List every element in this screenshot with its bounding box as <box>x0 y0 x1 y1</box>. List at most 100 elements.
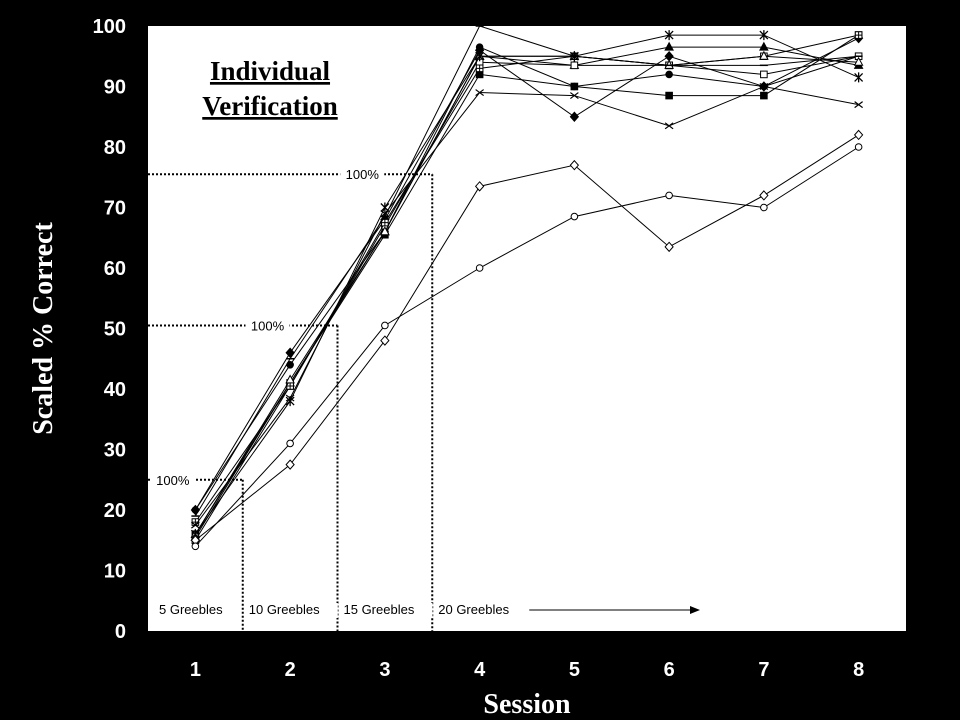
data-point <box>760 91 768 100</box>
data-point <box>285 459 295 470</box>
y-tick-label: 60 <box>104 258 126 280</box>
phase-labels: 5 Greebles 10 Greebles 15 Greebles 20 Greeb… <box>156 602 526 618</box>
data-point <box>570 82 579 91</box>
x-tick-label: 8 <box>853 659 864 681</box>
data-point <box>285 374 295 384</box>
data-point <box>854 101 863 109</box>
x-axis-title: Session <box>483 689 571 720</box>
y-tick-label: 70 <box>104 198 126 220</box>
data-point <box>569 159 580 171</box>
data-point <box>759 50 769 60</box>
data-point <box>665 91 673 100</box>
data-point <box>286 439 294 448</box>
x-tick-label: 2 <box>285 659 296 681</box>
series-12 <box>191 143 863 551</box>
criterion-label-bg <box>340 166 385 183</box>
series-line <box>195 134 859 541</box>
phase-label: 20 Greebles <box>438 602 509 617</box>
data-point <box>570 212 579 221</box>
data-point <box>664 30 674 41</box>
series-line <box>194 46 859 511</box>
data-point <box>380 226 390 236</box>
data-point <box>664 241 674 253</box>
series-line <box>194 85 859 526</box>
data-point <box>759 83 769 90</box>
x-tick-label: 5 <box>569 659 580 681</box>
data-point <box>191 521 200 529</box>
y-axis-ticks: 0 10 20 30 40 50 60 70 80 90 100 <box>93 16 126 643</box>
data-point <box>664 122 674 130</box>
data-point <box>854 143 863 151</box>
y-tick-label: 30 <box>104 440 126 462</box>
y-axis-title: Scaled % Correct <box>28 222 59 435</box>
x-tick-label: 4 <box>474 659 486 681</box>
criterion-label: 100% <box>251 318 285 333</box>
data-point <box>475 51 485 62</box>
series-8 <box>190 30 864 540</box>
y-tick-label: 0 <box>115 621 126 643</box>
series-10 <box>191 25 863 517</box>
series-line <box>194 34 859 535</box>
x-tick-label: 1 <box>190 659 201 681</box>
data-point <box>760 70 768 79</box>
data-point <box>570 92 579 100</box>
series-line <box>194 37 859 511</box>
data-point <box>665 191 673 200</box>
x-axis-ticks: 1 2 3 4 5 6 7 8 <box>190 659 864 681</box>
phase-label-bg <box>156 603 240 618</box>
data-point <box>853 56 864 66</box>
data-point <box>759 190 769 201</box>
phase-arrow-head <box>690 606 700 614</box>
series-line <box>195 146 859 547</box>
phase-label: 15 Greebles <box>344 602 415 617</box>
y-tick-label: 80 <box>104 137 126 159</box>
data-point <box>285 394 295 402</box>
phase-label-bg <box>245 603 338 618</box>
phase-label: 5 Greebles <box>159 602 223 617</box>
data-point <box>854 72 864 83</box>
series-11 <box>190 129 864 546</box>
y-tick-label: 50 <box>104 319 126 341</box>
data-point <box>475 64 484 73</box>
data-point <box>664 41 674 51</box>
phase-label-bg <box>435 603 526 618</box>
x-tick-label: 3 <box>379 659 390 681</box>
y-tick-label: 20 <box>104 500 126 522</box>
data-point <box>191 542 200 551</box>
data-point <box>759 30 769 41</box>
data-point <box>759 41 769 51</box>
series-group <box>190 25 864 551</box>
series-line <box>194 46 859 538</box>
data-point <box>381 321 389 330</box>
x-tick-label: 7 <box>758 659 769 681</box>
data-point <box>381 218 389 227</box>
data-point <box>760 203 768 212</box>
data-point <box>475 43 484 51</box>
criterion-lines: 100% 100% 100% <box>148 166 434 631</box>
data-point <box>665 70 673 79</box>
data-point <box>474 181 485 192</box>
phase-label-bg <box>340 603 433 618</box>
data-point <box>475 89 484 97</box>
criterion-label: 100% <box>346 167 380 182</box>
chart-title-line-1: Individual <box>210 56 331 86</box>
y-tick-label: 100 <box>93 16 126 38</box>
phase-label: 10 Greebles <box>249 602 320 617</box>
criterion-label: 100% <box>156 473 190 488</box>
series-line <box>194 25 859 517</box>
data-point <box>569 111 580 123</box>
y-tick-label: 90 <box>104 77 126 99</box>
y-tick-label: 40 <box>104 379 126 401</box>
data-point <box>475 264 484 272</box>
chart-title-line-2: Verification <box>202 91 337 121</box>
data-point <box>853 129 864 141</box>
series-9 <box>191 83 863 529</box>
criterion-label-bg <box>245 317 290 334</box>
data-point <box>380 335 390 346</box>
data-point <box>854 31 863 39</box>
criterion-label-bg <box>150 471 195 488</box>
y-tick-label: 10 <box>104 561 126 583</box>
data-point <box>570 61 579 70</box>
x-tick-label: 6 <box>664 659 675 681</box>
